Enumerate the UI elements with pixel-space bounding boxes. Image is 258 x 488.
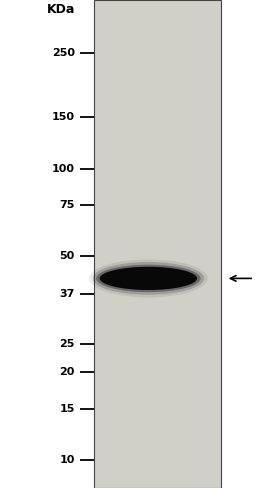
Text: 20: 20 <box>59 367 75 377</box>
Text: 15: 15 <box>59 404 75 413</box>
Text: 150: 150 <box>52 113 75 122</box>
Text: 10: 10 <box>59 455 75 465</box>
Text: 250: 250 <box>52 48 75 58</box>
Text: KDa: KDa <box>46 3 75 16</box>
Ellipse shape <box>93 262 204 295</box>
Ellipse shape <box>100 267 197 290</box>
Text: 25: 25 <box>59 339 75 349</box>
Text: 75: 75 <box>59 200 75 210</box>
Bar <box>94 0 221 488</box>
Text: 50: 50 <box>60 251 75 262</box>
Ellipse shape <box>96 264 200 292</box>
Text: 37: 37 <box>59 289 75 300</box>
Ellipse shape <box>89 260 208 297</box>
Text: 100: 100 <box>52 164 75 174</box>
